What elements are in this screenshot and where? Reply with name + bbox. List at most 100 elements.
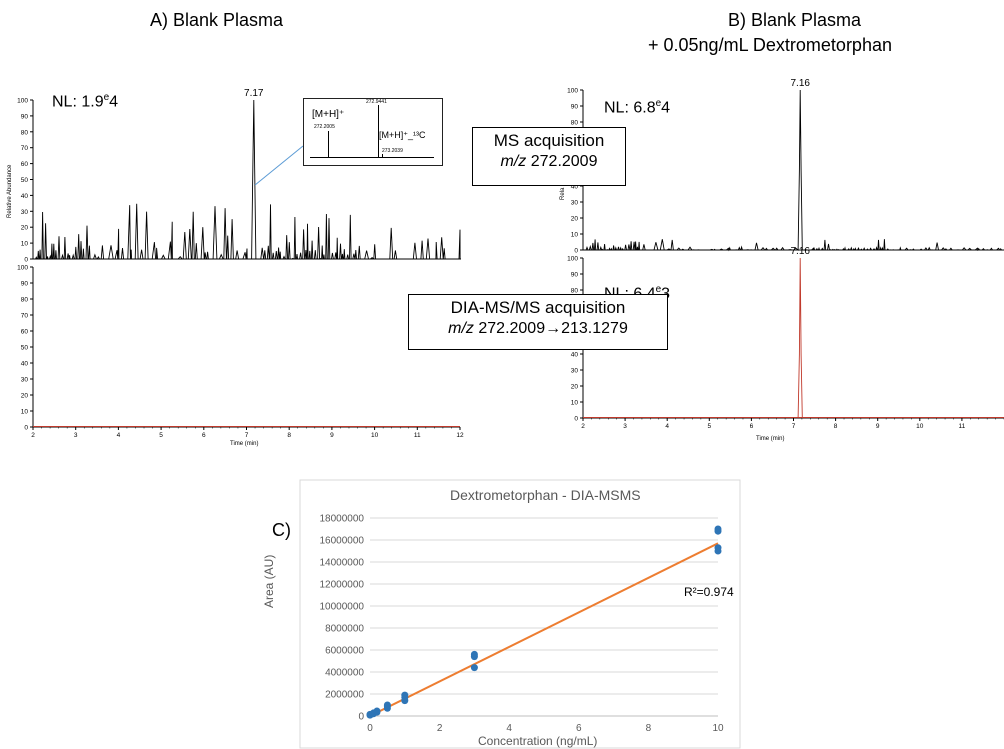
panel-a-bottom-x-tick-label: 8 (287, 432, 291, 439)
panel-b-bottom-x-tick-label: 3 (623, 423, 627, 430)
panel-a-top-y-tick-label: 0 (24, 257, 28, 264)
panel-a-bottom-x-tick-label: 11 (414, 432, 421, 439)
dia-mz-italic: m/z (448, 320, 474, 337)
panel-b-bottom-x-tick-label: 6 (750, 423, 754, 430)
panel-a-nl-value: NL: 1.9 (52, 93, 104, 111)
panel-b-top-y-tick-label: 80 (571, 120, 579, 127)
panel-b-nl-top-value: NL: 6.8 (604, 99, 656, 117)
panel-c-xlabel: Concentration (ng/mL) (478, 734, 598, 748)
ms-acquisition-box: MS acquisition m/z 272.2009 (472, 127, 626, 186)
panel-b-nl-bottom-tail: 3 (661, 285, 670, 302)
panel-b-bottom-x-tick-label: 4 (665, 423, 669, 430)
panel-b-top-y-tick-label: 0 (574, 248, 578, 255)
panel-a-top-y-tick-label: 80 (21, 129, 29, 136)
panel-b-bottom-y-tick-label: 90 (571, 272, 579, 279)
panel-a-bottom-y-tick-label: 20 (21, 393, 29, 400)
panel-a-bottom-y-tick-label: 0 (24, 425, 28, 432)
panel-c-x-tick-label: 2 (437, 723, 443, 734)
panel-b-xlabel: Time (min) (756, 436, 785, 442)
panel-a-nl-exp: e (103, 92, 110, 103)
dia-acquisition-title: DIA-MS/MS acquisition (450, 298, 626, 317)
panel-a-bottom-x-tick-label: 7 (245, 432, 249, 439)
panel-b-bottom-x-tick-label: 2 (581, 423, 585, 430)
panel-a-title: A) Blank Plasma (150, 10, 284, 30)
panel-c-label: C) (272, 520, 291, 540)
panel-b-top-y-tick-label: 20 (571, 216, 579, 223)
panel-a-bottom-x-tick-label: 10 (371, 432, 379, 439)
panel-c-data-point (470, 664, 478, 672)
panel-a-top-y-tick-label: 60 (21, 161, 29, 168)
panel-a-top-y-tick-label: 100 (17, 98, 28, 105)
inset-spectrum: 272.9441 [M+H]⁺ 272.2005 [M+H]⁺_¹³C 273.… (303, 98, 443, 166)
panel-b-bottom-x-tick-label: 11 (959, 423, 966, 430)
dia-acquisition-box: DIA-MS/MS acquisition m/z 272.2009→213.1… (408, 294, 668, 350)
panel-b-nl-top-label: NL: 6.8e4 (604, 98, 670, 117)
panel-a-bottom-x-tick-label: 9 (330, 432, 334, 439)
panel-c-data-point (383, 701, 391, 709)
panel-b-nl-bottom-exp: e (655, 284, 662, 295)
inset-peak-c13 (382, 154, 383, 157)
panel-a-bottom-x-tick-label: 2 (31, 432, 35, 439)
ms-acquisition-title: MS acquisition (493, 131, 605, 150)
panel-a-top-trace (35, 99, 461, 260)
panel-b-nl-top-exp: e (655, 98, 662, 109)
inset-c13-mz: 273.2039 (382, 148, 403, 154)
panel-b-top-y-tick-label: 10 (571, 232, 579, 239)
panel-c-x-tick-label: 4 (506, 723, 512, 734)
panel-b-bottom-x-tick-label: 5 (707, 423, 711, 430)
panel-c-ylabel: Area (AU) (262, 554, 276, 608)
panel-a-bottom-x-tick-label: 12 (456, 432, 464, 439)
inset-mh-label: [M+H]⁺ (312, 109, 345, 120)
panel-a-xlabel: Time (min) (230, 441, 259, 447)
panel-b-top-trace (585, 89, 1003, 252)
panel-b-bottom-x-tick-label: 10 (916, 423, 924, 430)
ms-mz-italic: m/z (500, 153, 527, 170)
panel-c-title: Dextrometorphan - DIA-MSMS (450, 487, 641, 503)
panel-c-y-tick-label: 8000000 (325, 624, 364, 635)
panel-b-bottom-x-tick-label: 9 (876, 423, 880, 430)
panel-c-data-point (714, 525, 722, 533)
panel-c-y-tick-label: 6000000 (325, 646, 364, 657)
panel-b-top-y-tick-label: 100 (567, 88, 578, 95)
ms-mz-value: 272.2009 (526, 153, 598, 170)
panel-c-data-point (714, 544, 722, 552)
inset-peak-main (378, 105, 379, 157)
panel-a-bottom-y-tick-label: 60 (21, 329, 29, 336)
panel-c-y-tick-label: 18000000 (320, 514, 365, 525)
panel-b-bottom-x-tick-label: 7 (792, 423, 796, 430)
panel-c-y-tick-label: 2000000 (325, 690, 364, 701)
panel-c-fit-line (369, 542, 719, 717)
panel-c-data-point (373, 707, 381, 715)
panel-a-ylabel: Relative Abundance (7, 164, 13, 218)
panel-c-x-tick-label: 8 (646, 723, 652, 734)
panel-b-bottom-y-tick-label: 40 (571, 352, 579, 359)
panel-c-y-tick-label: 10000000 (320, 602, 365, 613)
inset-c13-label: [M+H]⁺_¹³C (379, 130, 426, 140)
panel-c-x-tick-label: 0 (367, 723, 373, 734)
panel-a-bottom-x-tick-label: 3 (74, 432, 78, 439)
panel-b-top-y-tick-label: 30 (571, 200, 579, 207)
panel-a-bottom-y-tick-label: 50 (21, 345, 29, 352)
panel-a-top-y-tick-label: 40 (21, 193, 29, 200)
panel-a-top-y-tick-label: 10 (21, 241, 29, 248)
panel-a-bottom-y-tick-label: 40 (21, 361, 29, 368)
dia-mz-value: 272.2009 (473, 320, 546, 337)
panel-c-frame (299, 479, 741, 749)
panel-b-bottom-trace (797, 257, 803, 419)
panel-c-y-tick-label: 4000000 (325, 668, 364, 679)
inset-baseline (310, 157, 434, 158)
panel-a-top-y-tick-label: 50 (21, 177, 29, 184)
panel-c-y-tick-label: 0 (358, 712, 364, 723)
inset-peak-label: 272.9441 (366, 99, 387, 105)
panel-a-bottom-x-tick-label: 4 (117, 432, 121, 439)
panel-a-bottom-y-tick-label: 70 (21, 313, 29, 320)
panel-c-data-point (401, 691, 409, 699)
panel-c-r2: R²=0.974 (684, 585, 734, 599)
panel-c-y-tick-label: 16000000 (320, 536, 365, 547)
panel-b-bottom-y-tick-label: 20 (571, 384, 579, 391)
panel-a-top-y-tick-label: 70 (21, 145, 29, 152)
dia-acquisition-mz: m/z 272.2009→213.1279 (415, 318, 661, 339)
panel-b-bottom-x-tick-label: 8 (834, 423, 838, 430)
panel-a-top-y-tick-label: 30 (21, 209, 29, 216)
